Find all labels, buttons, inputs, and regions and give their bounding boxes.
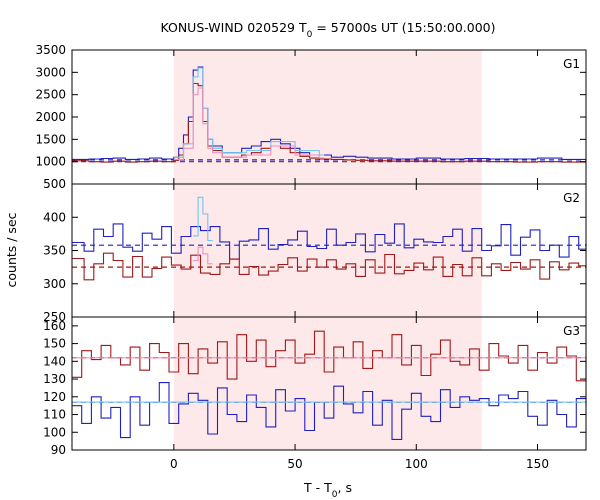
xtick-label: 100 xyxy=(405,457,428,471)
g1-ytick-label: 1000 xyxy=(35,155,66,169)
g1-ytick-label: 3500 xyxy=(35,43,66,57)
g1-ytick-label: 500 xyxy=(43,177,66,191)
g2-series-blue xyxy=(72,223,587,260)
g3-ytick-label: 130 xyxy=(43,372,66,386)
g3-ytick-label: 110 xyxy=(43,408,66,422)
x-axis-label: T - T0, s xyxy=(303,480,352,500)
g1-ytick-label: 2500 xyxy=(35,88,66,102)
g1-series-light-blue xyxy=(173,67,325,158)
tick-layer: G1500100015002000250030003500G2250300350… xyxy=(35,43,586,471)
chart-title: KONUS-WIND 020529 T0 = 57000s UT (15:50:… xyxy=(160,20,495,40)
interval-shading-layer xyxy=(173,50,482,450)
g1-ytick-label: 2000 xyxy=(35,110,66,124)
g2-ytick-label: 300 xyxy=(43,277,66,291)
g3-panel-label: G3 xyxy=(563,324,580,338)
g3-ytick-label: 90 xyxy=(51,443,66,457)
g2-ytick-label: 350 xyxy=(43,244,66,258)
g3-ytick-label: 150 xyxy=(43,337,66,351)
g3-ytick-label: 120 xyxy=(43,390,66,404)
g2-series-red xyxy=(72,252,587,281)
g1-series-red xyxy=(72,82,587,163)
g3-ytick-label: 100 xyxy=(43,425,66,439)
xtick-label: 150 xyxy=(526,457,549,471)
g1-series-blue xyxy=(72,66,587,160)
g1-series-pink xyxy=(173,87,325,160)
g2-series-pink xyxy=(193,246,213,265)
g2-panel-label: G2 xyxy=(563,191,580,205)
g2-series-light-blue xyxy=(193,196,213,242)
xtick-label: 50 xyxy=(287,457,302,471)
g3-ytick-label: 140 xyxy=(43,354,66,368)
g1-panel-label: G1 xyxy=(563,57,580,71)
g3-series-red xyxy=(72,330,587,382)
g1-ytick-label: 1500 xyxy=(35,132,66,146)
xtick-label: 0 xyxy=(170,457,178,471)
g2-ytick-label: 250 xyxy=(43,310,66,324)
series-layer xyxy=(72,66,587,440)
g1-ytick-label: 3000 xyxy=(35,65,66,79)
g3-series-blue xyxy=(72,382,587,440)
g2-ytick-label: 400 xyxy=(43,210,66,224)
g3-ytick-label: 160 xyxy=(43,319,66,333)
interval-shading xyxy=(173,50,482,450)
g3-frame xyxy=(71,316,587,451)
y-axis-label: counts / sec xyxy=(4,212,19,287)
